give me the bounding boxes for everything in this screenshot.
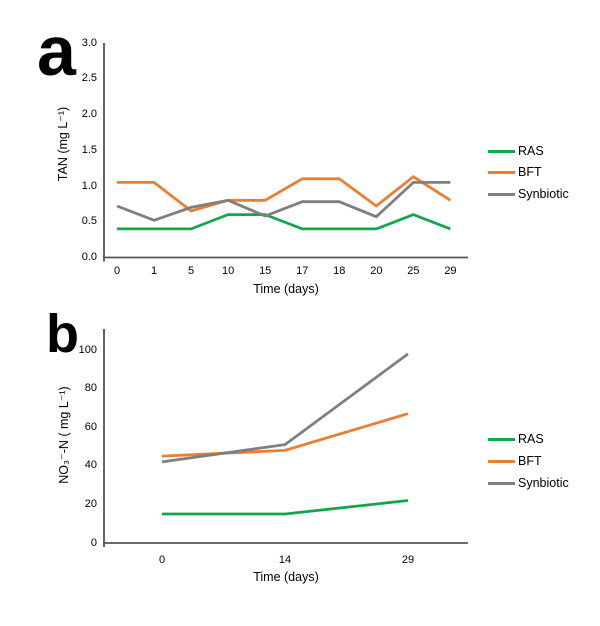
panel-a-y-tick-label: 2.0 <box>81 108 97 120</box>
panel-b-x-tick-label: 0 <box>158 554 166 566</box>
panel-b-x-tick-label: 29 <box>401 554 415 566</box>
panel-b-y-tick-label: 100 <box>78 343 97 356</box>
panel-b-x-tick-label: 14 <box>278 554 292 566</box>
panel-a-x-tick-label: 0 <box>113 265 121 277</box>
panel-a-x-tick-label: 1 <box>150 265 158 277</box>
panel-b-y-tick-label: 20 <box>84 497 97 510</box>
panel-a-x-tick-label: 17 <box>296 265 309 277</box>
panel-a-y-tick-label: 0.0 <box>81 251 97 263</box>
panel-b-x-axis-title: Time (days) <box>253 570 319 584</box>
panel-b-y-tick-label: 0 <box>90 536 97 549</box>
panel-a-y-tick-label: 2.5 <box>81 72 97 85</box>
panel-a-x-tick-label: 25 <box>407 265 420 277</box>
panel-a-x-tick-label: 29 <box>444 265 457 277</box>
panel-a-legend-ras-swatch <box>488 149 515 153</box>
panel-b-series-bft-line <box>161 412 409 458</box>
panel-a-label: a <box>37 12 76 90</box>
panel-b-y-tick-label: 40 <box>84 459 97 472</box>
panel-a-legend-ras-label: RAS <box>518 143 544 158</box>
panel-a-x-axis-title: Time (days) <box>253 282 319 296</box>
panel-a-legend-bft-swatch <box>488 171 515 174</box>
panel-a-x-tick-label: 15 <box>259 265 272 277</box>
panel-b-series-synbiotic-line <box>161 352 409 464</box>
panel-a-legend-bft-label: BFT <box>518 165 542 179</box>
panel-a-y-tick-label: 3.0 <box>81 36 97 49</box>
panel-a-y-tick-label: 1.5 <box>81 143 97 156</box>
panel-b-y-tick-label: 80 <box>84 382 97 395</box>
panel-b-legend-synbiotic-swatch <box>488 482 515 485</box>
panel-b-legend-ras-label: RAS <box>518 432 544 446</box>
panel-b-legend-synbiotic-label: Synbiotic <box>518 476 569 490</box>
panel-a-series-ras-line <box>117 213 451 231</box>
panel-b-label: b <box>46 304 79 364</box>
panel-b-legend-bft-swatch <box>488 460 515 463</box>
panel-b-series-ras-line <box>162 499 409 516</box>
panel-a-legend-synbiotic-label: Synbiotic <box>518 186 569 201</box>
panel-a-x-tick-label: 20 <box>370 265 383 277</box>
panel-a-legend-synbiotic-swatch <box>488 192 515 196</box>
panel-a-series-synbiotic-line <box>116 180 451 222</box>
panel-a-x-tick-label: 10 <box>222 265 235 277</box>
panel-b-legend-ras-swatch <box>488 438 515 441</box>
panel-b-y-tick-label: 60 <box>84 420 97 433</box>
panel-a-y-tick-label: 0.5 <box>81 215 97 228</box>
panel-a-series-bft-line <box>117 174 452 213</box>
panel-a-x-tick-label: 5 <box>188 265 195 277</box>
panel-a-x-tick-label: 18 <box>333 265 346 277</box>
panel-b-legend-bft-label: BFT <box>518 454 542 468</box>
panel-a-y-tick-label: 1.0 <box>81 179 97 192</box>
